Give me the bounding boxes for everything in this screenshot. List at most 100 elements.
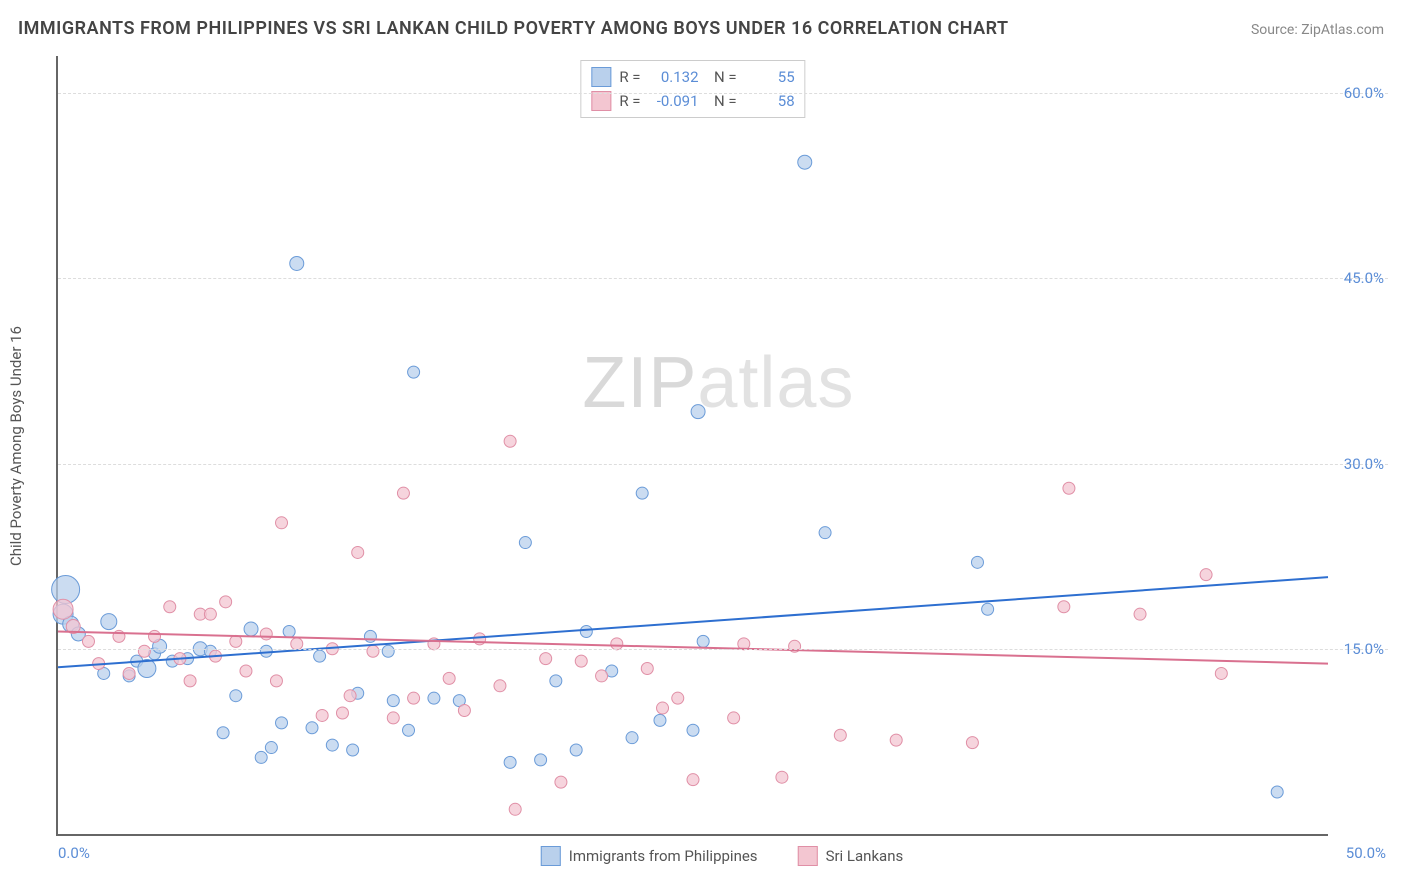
- data-point: [1058, 601, 1070, 613]
- data-point: [217, 727, 229, 739]
- r-label: R =: [619, 92, 640, 110]
- data-point: [596, 670, 608, 682]
- data-point: [641, 663, 653, 675]
- data-point: [428, 692, 440, 704]
- data-point: [397, 487, 409, 499]
- legend-label: Immigrants from Philippines: [569, 847, 758, 865]
- data-point: [555, 776, 567, 788]
- gridline: [58, 649, 1388, 650]
- data-point: [834, 729, 846, 741]
- data-point: [316, 709, 328, 721]
- data-point: [971, 556, 983, 568]
- data-point: [494, 680, 506, 692]
- data-point: [326, 739, 338, 751]
- data-point: [283, 625, 295, 637]
- data-point: [403, 724, 415, 736]
- legend-swatch: [591, 67, 611, 87]
- data-point: [240, 665, 252, 677]
- data-point: [636, 487, 648, 499]
- data-point: [550, 675, 562, 687]
- data-point: [82, 635, 94, 647]
- n-label: N =: [707, 92, 737, 110]
- trend-line: [58, 631, 1328, 663]
- data-point: [982, 603, 994, 615]
- data-point: [509, 803, 521, 815]
- data-point: [367, 645, 379, 657]
- y-tick-label: 30.0%: [1344, 455, 1384, 473]
- data-point: [387, 712, 399, 724]
- data-point: [1063, 482, 1075, 494]
- data-point: [626, 732, 638, 744]
- data-point: [1215, 667, 1227, 679]
- legend-item: Immigrants from Philippines: [541, 846, 758, 866]
- bottom-legend: Immigrants from Philippines Sri Lankans: [541, 846, 903, 866]
- stats-legend: R = 0.132 N = 55 R = -0.091 N = 58: [580, 60, 805, 118]
- r-value: -0.091: [649, 92, 699, 110]
- data-point: [798, 155, 812, 169]
- y-tick-label: 15.0%: [1344, 640, 1384, 658]
- data-point: [408, 366, 420, 378]
- data-point: [387, 695, 399, 707]
- y-axis-label: Child Poverty Among Boys Under 16: [7, 326, 25, 566]
- gridline: [58, 278, 1388, 279]
- y-tick-label: 60.0%: [1344, 84, 1384, 102]
- data-point: [364, 630, 376, 642]
- data-point: [260, 628, 272, 640]
- data-point: [230, 635, 242, 647]
- data-point: [138, 645, 150, 657]
- data-point: [535, 754, 547, 766]
- gridline: [58, 464, 1388, 465]
- data-point: [265, 742, 277, 754]
- stats-legend-row: R = 0.132 N = 55: [591, 65, 794, 89]
- data-point: [504, 756, 516, 768]
- data-point: [306, 722, 318, 734]
- data-point: [691, 405, 705, 419]
- data-point: [123, 667, 135, 679]
- data-point: [101, 614, 117, 630]
- data-point: [276, 717, 288, 729]
- data-point: [344, 690, 356, 702]
- legend-swatch: [541, 846, 561, 866]
- data-point: [53, 599, 73, 619]
- data-point: [336, 707, 348, 719]
- data-point: [1134, 608, 1146, 620]
- n-label: N =: [707, 68, 737, 86]
- chart-area: Child Poverty Among Boys Under 16 ZIPatl…: [56, 56, 1388, 836]
- plot-region: ZIPatlas R = 0.132 N = 55 R = -0.091 N =…: [56, 56, 1328, 836]
- data-point: [657, 702, 669, 714]
- data-point: [966, 737, 978, 749]
- x-tick-label: 50.0%: [1346, 844, 1386, 862]
- data-point: [204, 608, 216, 620]
- data-point: [270, 675, 282, 687]
- x-tick-label: 0.0%: [58, 844, 90, 862]
- data-point: [890, 734, 902, 746]
- legend-swatch: [798, 846, 818, 866]
- scatter-svg: [58, 56, 1328, 834]
- data-point: [347, 744, 359, 756]
- data-point: [776, 771, 788, 783]
- data-point: [230, 690, 242, 702]
- data-point: [1271, 786, 1283, 798]
- data-point: [575, 655, 587, 667]
- n-value: 55: [745, 68, 795, 86]
- data-point: [540, 653, 552, 665]
- data-point: [382, 645, 394, 657]
- data-point: [314, 650, 326, 662]
- data-point: [443, 672, 455, 684]
- data-point: [519, 537, 531, 549]
- data-point: [184, 675, 196, 687]
- data-point: [672, 692, 684, 704]
- source-attribution: Source: ZipAtlas.com: [1251, 22, 1384, 38]
- data-point: [728, 712, 740, 724]
- legend-label: Sri Lankans: [826, 847, 904, 865]
- data-point: [1200, 569, 1212, 581]
- data-point: [687, 724, 699, 736]
- n-value: 58: [745, 92, 795, 110]
- data-point: [570, 744, 582, 756]
- data-point: [352, 546, 364, 558]
- data-point: [220, 596, 232, 608]
- data-point: [290, 256, 304, 270]
- data-point: [654, 714, 666, 726]
- r-label: R =: [619, 68, 640, 86]
- data-point: [244, 622, 258, 636]
